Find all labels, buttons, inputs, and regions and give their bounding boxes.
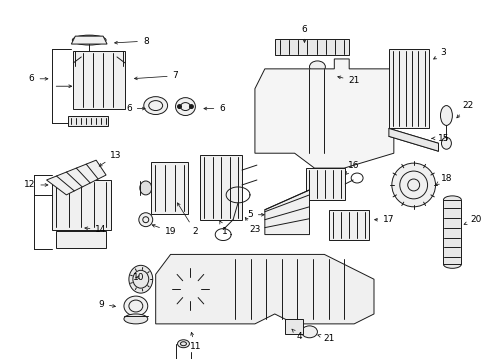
Text: 7: 7 [134, 71, 178, 80]
Text: 20: 20 [463, 215, 481, 225]
Bar [274, 39, 348, 55]
Ellipse shape [189, 105, 193, 109]
Ellipse shape [443, 260, 460, 268]
Text: 21: 21 [317, 334, 334, 343]
Polygon shape [388, 129, 438, 151]
Ellipse shape [177, 105, 181, 109]
Ellipse shape [123, 296, 147, 316]
Text: 9: 9 [98, 300, 115, 309]
Polygon shape [155, 255, 373, 324]
Text: 22: 22 [456, 101, 473, 118]
Bar [150, 162, 188, 214]
Ellipse shape [440, 105, 451, 125]
Text: 17: 17 [374, 215, 394, 224]
Text: 5: 5 [246, 210, 264, 219]
Text: 19: 19 [152, 225, 176, 236]
Text: 6: 6 [203, 104, 224, 113]
Ellipse shape [139, 213, 152, 227]
Ellipse shape [175, 98, 195, 116]
Bar [388, 49, 427, 129]
Ellipse shape [163, 260, 218, 319]
Ellipse shape [177, 340, 189, 348]
Text: 3: 3 [433, 49, 446, 59]
Bar [328, 210, 368, 239]
Text: 4: 4 [291, 329, 302, 341]
Text: 6: 6 [29, 74, 48, 83]
Text: 10: 10 [133, 273, 144, 282]
Bar [443, 200, 460, 264]
Text: 6: 6 [301, 25, 307, 42]
Bar [200, 155, 242, 220]
Ellipse shape [140, 181, 151, 195]
Bar [51, 180, 111, 230]
Bar [56, 231, 106, 248]
Bar [305, 168, 345, 200]
Polygon shape [71, 36, 107, 44]
Text: 11: 11 [189, 332, 201, 351]
Ellipse shape [441, 137, 450, 149]
Text: 6: 6 [126, 104, 145, 113]
Ellipse shape [301, 326, 317, 338]
Text: 23: 23 [245, 217, 260, 234]
Bar [73, 51, 124, 109]
Ellipse shape [309, 61, 325, 73]
Text: 18: 18 [435, 174, 451, 185]
Text: 16: 16 [345, 161, 359, 175]
Ellipse shape [123, 314, 147, 324]
Text: 1: 1 [220, 221, 227, 236]
Polygon shape [46, 160, 106, 195]
Text: 21: 21 [337, 76, 359, 85]
Ellipse shape [256, 94, 296, 143]
Polygon shape [254, 59, 393, 168]
Text: 12: 12 [24, 180, 48, 189]
Ellipse shape [129, 265, 152, 293]
Ellipse shape [143, 96, 167, 114]
Ellipse shape [72, 35, 106, 45]
Bar [284, 319, 302, 334]
Text: 13: 13 [99, 151, 122, 166]
Polygon shape [264, 190, 309, 235]
Text: 15: 15 [431, 134, 448, 143]
Text: 2: 2 [177, 203, 198, 236]
Text: 8: 8 [114, 37, 148, 46]
Bar [68, 117, 108, 126]
Ellipse shape [391, 163, 435, 207]
Text: 14: 14 [85, 225, 106, 234]
Ellipse shape [443, 196, 460, 204]
